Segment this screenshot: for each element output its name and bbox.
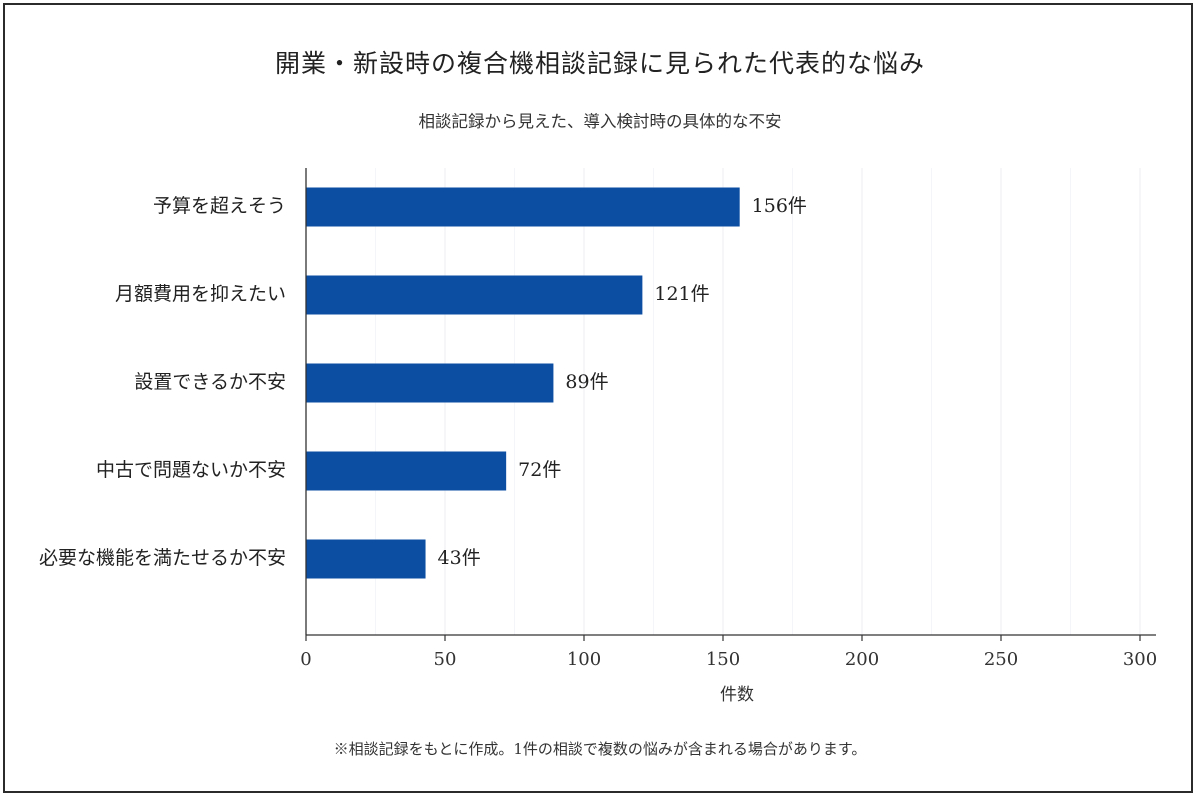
bar — [306, 363, 554, 403]
x-tick-label: 0 — [300, 649, 311, 670]
data-label: 89件 — [565, 371, 608, 393]
x-axis-title: 件数 — [720, 685, 754, 705]
x-tick-label: 300 — [1123, 649, 1157, 670]
category-label: 中古で問題ないか不安 — [96, 459, 286, 481]
chart-subtitle: 相談記録から見えた、導入検討時の具体的な不安 — [418, 112, 782, 131]
bar — [306, 451, 507, 491]
category-label: 月額費用を抑えたい — [115, 283, 286, 305]
x-tick-label: 200 — [845, 649, 879, 670]
category-label: 設置できるか不安 — [134, 371, 286, 393]
x-tick-label: 100 — [567, 649, 601, 670]
data-label: 72件 — [518, 459, 561, 481]
chart-title: 開業・新設時の複合機相談記録に見られた代表的な悩み — [274, 49, 925, 78]
category-label: 必要な機能を満たせるか不安 — [39, 547, 286, 569]
chart-footnote: ※相談記録をもとに作成。1件の相談で複数の悩みが含まれる場合があります。 — [333, 740, 867, 758]
x-tick-label: 50 — [434, 649, 457, 670]
data-label: 43件 — [438, 547, 481, 569]
data-label: 156件 — [752, 195, 807, 217]
category-label: 予算を超えそう — [153, 195, 286, 217]
bar — [306, 275, 643, 315]
chart-frame — [3, 3, 1193, 793]
x-tick-label: 250 — [984, 649, 1018, 670]
data-label: 121件 — [654, 283, 709, 305]
x-tick-label: 150 — [706, 649, 740, 670]
bar — [306, 187, 740, 227]
bar — [306, 539, 426, 579]
